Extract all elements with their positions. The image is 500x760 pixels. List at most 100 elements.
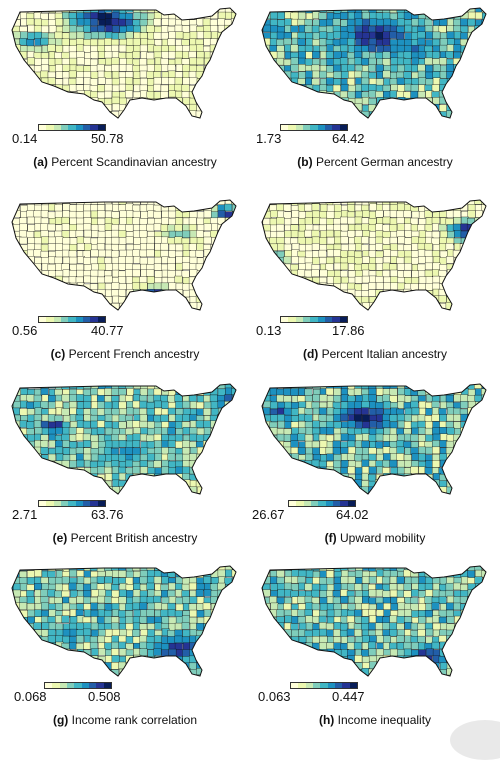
county-cell	[225, 97, 234, 106]
county-cell	[55, 674, 64, 676]
county-cell	[452, 288, 461, 297]
county-cell	[454, 97, 462, 106]
county-cell	[26, 408, 35, 416]
county-cell	[119, 97, 127, 106]
county-cell	[61, 223, 70, 231]
county-cell	[217, 296, 226, 304]
county-cell	[40, 461, 49, 469]
county-cell	[188, 582, 197, 591]
county-cell	[262, 641, 271, 650]
legend-swatch	[324, 317, 333, 322]
county-cell	[382, 12, 391, 20]
county-cell	[182, 427, 191, 435]
county-cell	[489, 447, 496, 454]
county-cell	[269, 628, 278, 637]
county-cell	[389, 642, 398, 651]
county-cell	[33, 648, 42, 657]
county-cell	[55, 623, 64, 631]
county-cell	[382, 487, 391, 494]
county-cell	[203, 473, 212, 482]
county-cell	[239, 603, 246, 610]
county-cell	[354, 629, 362, 637]
county-cell	[368, 622, 377, 631]
county-cell	[269, 656, 278, 664]
county-cell	[417, 420, 426, 429]
county-cell	[361, 97, 370, 105]
county-cell	[326, 577, 334, 585]
county-cell	[105, 473, 113, 481]
county-cell	[118, 454, 126, 462]
county-cell	[238, 12, 245, 19]
county-cell	[225, 569, 233, 578]
county-cell	[410, 84, 419, 92]
county-cell	[12, 289, 14, 297]
county-cell	[361, 459, 370, 468]
county-cell	[369, 635, 377, 643]
county-cell	[325, 668, 334, 676]
county-cell	[33, 453, 42, 461]
choropleth-map-e	[11, 383, 237, 495]
county-cell	[403, 583, 412, 591]
county-cell	[69, 486, 78, 494]
county-cell	[304, 44, 313, 53]
county-cell	[304, 414, 313, 422]
county-cell	[382, 84, 391, 93]
county-cell	[263, 480, 271, 488]
county-cell	[47, 566, 56, 572]
county-cell	[132, 447, 141, 455]
county-cell	[326, 229, 334, 238]
county-cell	[396, 77, 405, 86]
county-cell	[61, 615, 70, 623]
county-cell	[239, 577, 246, 584]
county-cell	[489, 662, 496, 669]
county-cell	[55, 103, 64, 112]
county-cell	[326, 570, 334, 578]
county-cell	[47, 570, 56, 579]
county-cell	[333, 636, 341, 644]
county-cell	[396, 440, 405, 448]
county-cell	[319, 98, 328, 106]
county-cell	[354, 609, 362, 617]
county-cell	[104, 38, 112, 46]
county-cell	[262, 44, 264, 53]
county-cell	[368, 453, 377, 462]
county-cell	[489, 570, 496, 577]
county-cell	[133, 25, 142, 34]
county-cell	[239, 39, 246, 46]
county-cell	[154, 407, 163, 416]
county-cell	[203, 38, 212, 46]
county-cell	[189, 57, 198, 65]
county-cell	[125, 77, 133, 85]
map-panel-a: 0.14 50.78 (a) Percent Scandinavian ance…	[0, 0, 250, 184]
county-cell	[375, 257, 384, 265]
county-cell	[62, 290, 71, 298]
legend-swatch	[75, 125, 83, 130]
county-cell	[97, 674, 106, 676]
county-cell	[62, 103, 71, 111]
county-cell	[175, 295, 184, 303]
caption-f: (f) Upward mobility	[250, 531, 500, 545]
county-cell	[474, 11, 483, 20]
county-cell	[175, 466, 184, 475]
county-cell	[262, 263, 264, 271]
county-cell	[125, 570, 134, 579]
county-cell	[262, 230, 265, 238]
county-cell	[482, 434, 486, 443]
county-cell	[410, 290, 419, 298]
county-cell	[153, 91, 162, 99]
county-cell	[396, 303, 405, 310]
county-cell	[425, 283, 434, 291]
county-cell	[126, 480, 134, 488]
county-cell	[41, 648, 50, 656]
county-cell	[174, 24, 183, 33]
county-cell	[182, 45, 190, 53]
county-cell	[139, 204, 148, 213]
county-cell	[154, 480, 163, 489]
county-cell	[490, 6, 496, 12]
county-cell	[13, 71, 22, 79]
county-cell	[210, 622, 219, 630]
county-cell	[40, 643, 49, 651]
county-cell	[203, 420, 211, 428]
county-cell	[182, 64, 191, 72]
county-cell	[262, 454, 264, 462]
